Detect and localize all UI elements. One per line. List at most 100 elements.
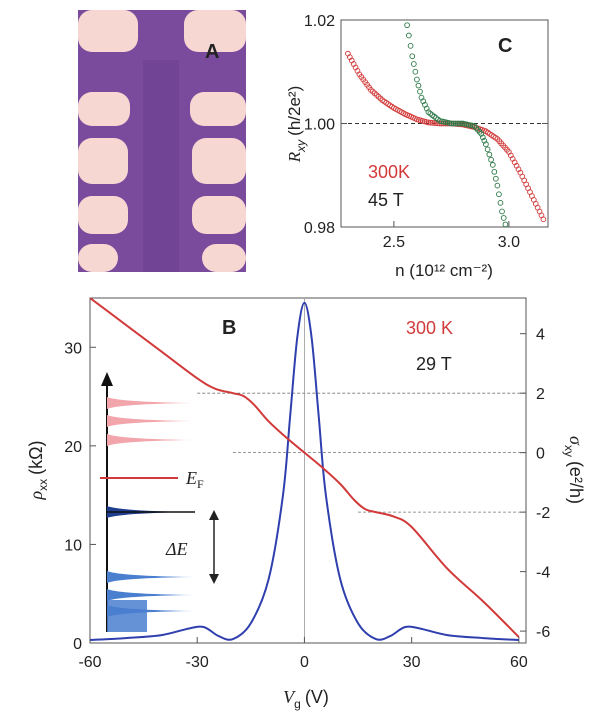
filled-landau-level <box>107 571 193 583</box>
data-point <box>458 120 464 127</box>
data-point <box>456 120 462 127</box>
contact-pad <box>202 244 246 272</box>
data-point <box>488 156 494 163</box>
data-point <box>425 119 432 126</box>
panel-c-y-tick-label: 0.98 <box>304 220 335 237</box>
data-point <box>494 182 501 189</box>
panel-b-chart: -60 -30 0 30 60 0 10 20 30 -6 -4 -2 0 2 4 EF ΔE B 300 … <box>26 297 586 711</box>
panel-b-xlabel: Vg (V) <box>283 687 329 711</box>
panel-b-x-tick-label: 60 <box>510 654 528 671</box>
panel-a-micrograph: A <box>78 10 246 272</box>
contact-pad <box>78 10 138 52</box>
inset-landau-peaks <box>107 397 195 632</box>
panel-b-x-tick-label: -60 <box>78 654 101 671</box>
data-point <box>484 146 491 153</box>
contact-pad <box>78 92 130 126</box>
filled-landau-level <box>107 605 193 617</box>
panel-c-ylabel: Rxy(h/2e²) <box>285 86 308 163</box>
panel-b-frame <box>89 297 527 644</box>
data-point <box>491 168 498 175</box>
panel-c-chart: 2.5 3.0 0.98 1.00 1.02 C 300K 45 T Rxy(h/2e²… <box>285 12 549 280</box>
panel-c-temp-label: 300K <box>368 162 410 182</box>
data-point <box>414 76 420 83</box>
inset-fermi-label: EF <box>185 468 204 491</box>
panel-b-y-left-tick-label: 30 <box>64 340 82 357</box>
data-point <box>450 120 457 127</box>
inset-gap-arrow-bottom <box>209 574 219 584</box>
panel-b-x-tick-label: 0 <box>300 654 309 671</box>
data-point <box>404 22 410 29</box>
data-point <box>409 53 416 60</box>
data-point <box>403 12 408 17</box>
inset-gap-arrow-top <box>209 510 219 520</box>
data-point <box>407 43 414 49</box>
panel-c-y-tick-label: 1.02 <box>304 13 335 30</box>
data-point <box>427 119 434 126</box>
contact-pad <box>190 92 246 126</box>
data-point <box>454 120 461 127</box>
data-point <box>431 120 438 126</box>
panel-b-y-right-tick-label: 2 <box>536 386 545 403</box>
panel-b-reference-lines <box>197 298 526 643</box>
hall-bar-channel <box>143 60 179 272</box>
empty-landau-level <box>107 397 193 409</box>
data-point <box>483 141 489 148</box>
panel-b-ticks: -60 -30 0 30 60 0 10 20 30 -6 -4 -2 0 2 4 <box>64 327 550 671</box>
panel-c-label: C <box>498 35 512 57</box>
panel-b-ylabel-left: ρxx(kΩ) <box>26 440 50 500</box>
data-point <box>500 215 507 221</box>
data-point <box>493 175 499 182</box>
data-point <box>489 162 496 168</box>
contact-pad <box>192 196 246 234</box>
data-point <box>406 32 412 39</box>
data-point <box>412 68 419 75</box>
panel-b-y-right-tick-label: 4 <box>536 327 545 344</box>
contact-pad <box>78 138 128 184</box>
panel-c-xlabel: n (10¹² cm⁻²) <box>395 261 493 280</box>
inset-dos: EF ΔE <box>100 372 219 632</box>
data-point <box>410 61 417 67</box>
panel-b-y-left-tick-label: 10 <box>64 537 82 554</box>
panel-b-field-label: 29 T <box>416 354 452 374</box>
contact-pad <box>192 138 246 184</box>
data-point <box>496 191 502 198</box>
panel-b-x-tick-label: 30 <box>403 654 421 671</box>
inset-axis-arrowhead <box>101 372 113 386</box>
series-45t-points <box>403 12 509 227</box>
series-rho-xx-line <box>90 301 519 642</box>
panel-c-field-label: 45 T <box>368 190 404 210</box>
data-point <box>497 200 504 206</box>
panel-a-label: A <box>205 41 219 63</box>
data-point <box>429 119 436 126</box>
panel-b-y-right-tick-label: 0 <box>536 446 545 463</box>
contact-pad <box>78 196 128 234</box>
panel-c-y-tick-label: 1.00 <box>304 117 335 134</box>
data-point <box>486 151 493 158</box>
panel-b-y-left-tick-label: 20 <box>64 439 82 456</box>
data-point <box>499 208 505 215</box>
contact-pad <box>184 10 246 52</box>
panel-b-y-right-tick-label: -2 <box>536 505 550 522</box>
data-point <box>415 82 422 89</box>
empty-landau-level <box>107 415 193 427</box>
data-point <box>452 120 459 127</box>
panel-b-y-right-tick-label: -4 <box>536 565 550 582</box>
series-sigma-xy-line <box>90 298 520 638</box>
data-point <box>448 120 455 127</box>
panel-b-label: B <box>222 317 236 339</box>
panel-c-x-tick-label: 3.0 <box>498 234 520 251</box>
filled-states-base <box>107 600 147 632</box>
data-point <box>481 137 488 144</box>
contact-pads <box>78 10 246 272</box>
panel-b-ylabel-right: σxy(e²/h) <box>562 436 586 504</box>
panel-c-x-tick-label: 2.5 <box>383 234 405 251</box>
data-point <box>502 221 509 227</box>
data-point <box>479 134 486 141</box>
panel-b-y-right-tick-label: -6 <box>536 624 550 641</box>
inset-gap-label: ΔE <box>165 539 188 559</box>
panel-b-y-left-tick-label: 0 <box>73 636 82 653</box>
panel-b-temp-label: 300 K <box>406 318 453 338</box>
empty-landau-level <box>107 434 193 446</box>
panel-b-x-tick-label: -30 <box>186 654 209 671</box>
